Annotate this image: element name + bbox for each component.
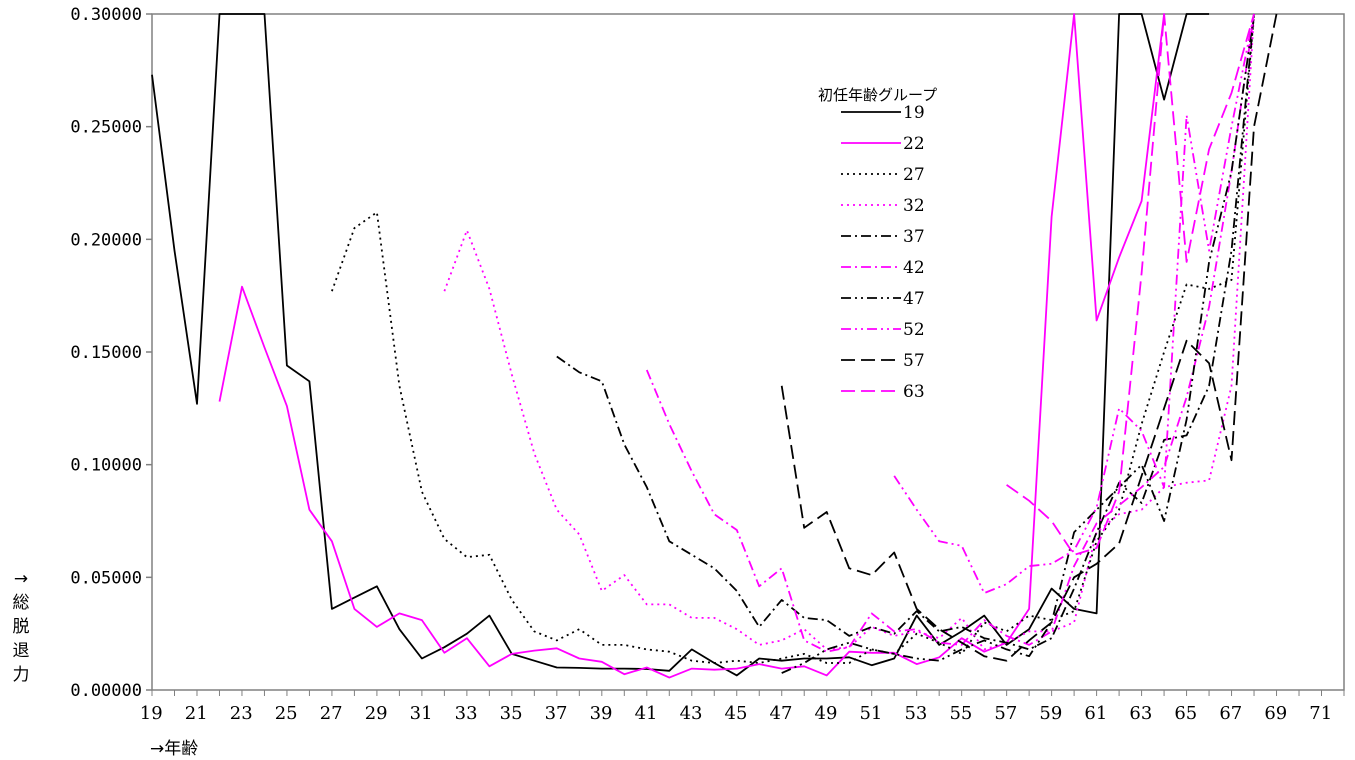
x-tick-label: 45 <box>725 703 748 724</box>
legend-label-19: 19 <box>903 103 925 123</box>
series-line-19 <box>151 13 1210 677</box>
legend-label-37: 37 <box>903 227 925 247</box>
x-tick-label: 55 <box>949 703 972 724</box>
series-line-27 <box>331 13 1255 664</box>
series-line-32 <box>443 13 1255 651</box>
x-tick-label: 35 <box>500 703 523 724</box>
x-tick-label: 21 <box>185 703 208 724</box>
y-axis-label-char: 退 <box>13 641 30 661</box>
y-tick-label: 0.20000 <box>70 230 142 250</box>
legend-title: 初任年齢グループ <box>818 86 937 104</box>
x-tick-label: 23 <box>230 703 253 724</box>
x-tick-label: 37 <box>545 703 568 724</box>
x-tick-label: 39 <box>590 703 613 724</box>
y-axis: 0.00000 0.05000 0.10000 0.15000 0.20000 0.250… <box>70 5 152 701</box>
x-tick-label: 61 <box>1084 703 1107 724</box>
series-lines <box>151 13 1278 679</box>
y-tick-label: 0.15000 <box>70 343 142 363</box>
y-tick-label: 0.30000 <box>70 5 142 25</box>
legend-label-42: 42 <box>903 258 925 278</box>
series-line-47 <box>781 13 1255 674</box>
x-tick-label: 33 <box>455 703 478 724</box>
y-tick-label: 0.25000 <box>70 118 142 138</box>
x-tick-label: 51 <box>859 703 882 724</box>
x-tick-label: 47 <box>770 703 793 724</box>
y-axis-label-char: → <box>14 569 28 589</box>
y-tick-label: 0.10000 <box>70 456 142 476</box>
x-tick-label: 63 <box>1129 703 1152 724</box>
x-axis: 19 21 23 25 27 29 31 33 35 37 39 41 43 45 47 49 51 53 55 57… <box>140 690 1345 724</box>
y-tick-label: 0.05000 <box>70 568 142 588</box>
legend-label-47: 47 <box>903 289 925 309</box>
y-axis-label-char: 総 <box>13 593 30 613</box>
x-tick-label: 43 <box>680 703 703 724</box>
plot-area <box>151 13 1345 691</box>
x-tick-label: 71 <box>1309 703 1332 724</box>
series-line-42 <box>645 13 1255 653</box>
x-tick-label: 65 <box>1174 703 1197 724</box>
x-tick-label: 59 <box>1039 703 1062 724</box>
y-tick-label: 0.00000 <box>70 681 142 701</box>
legend-label-27: 27 <box>903 165 925 185</box>
legend-label-22: 22 <box>903 134 925 154</box>
y-axis-label-char: 脱 <box>13 617 30 637</box>
x-tick-label: 49 <box>815 703 838 724</box>
x-tick-label: 27 <box>320 703 343 724</box>
legend-label-57: 57 <box>903 351 925 371</box>
x-tick-label: 25 <box>275 703 298 724</box>
x-tick-label: 41 <box>635 703 658 724</box>
x-tick-label: 29 <box>365 703 388 724</box>
series-line-52 <box>893 13 1255 594</box>
x-tick-label: 67 <box>1219 703 1242 724</box>
x-axis-label: →年齢 <box>150 739 198 759</box>
series-line-63 <box>1006 13 1255 556</box>
x-tick-label: 53 <box>904 703 927 724</box>
x-tick-label: 31 <box>410 703 433 724</box>
legend-label-52: 52 <box>903 320 925 340</box>
x-tick-label: 69 <box>1264 703 1287 724</box>
legend-label-63: 63 <box>903 382 925 402</box>
series-line-57 <box>780 13 1278 662</box>
legend-label-32: 32 <box>903 196 925 216</box>
x-tick-label: 57 <box>994 703 1017 724</box>
y-axis-label-char: 力 <box>13 665 30 685</box>
x-tick-label: 19 <box>140 703 163 724</box>
